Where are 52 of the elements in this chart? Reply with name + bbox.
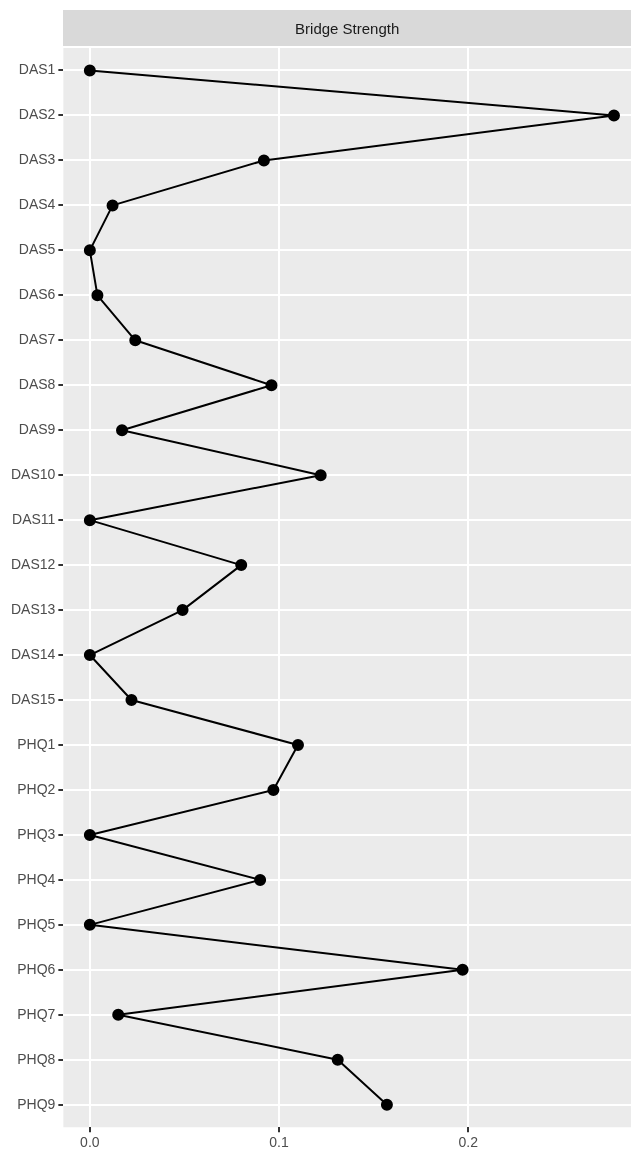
y-tick-label: DAS9 bbox=[18, 421, 56, 438]
y-tick-label: PHQ2 bbox=[17, 780, 56, 797]
y-tick-label: DAS5 bbox=[18, 241, 56, 258]
y-tick-label: DAS8 bbox=[18, 376, 56, 393]
point bbox=[83, 828, 96, 841]
point bbox=[116, 424, 129, 437]
y-tick-label: DAS3 bbox=[18, 151, 56, 168]
point bbox=[106, 199, 119, 212]
point bbox=[83, 244, 96, 257]
chart-title: Bridge Strength bbox=[63, 10, 631, 46]
point bbox=[125, 694, 138, 707]
point bbox=[265, 379, 278, 392]
x-tick-label: 0.2 bbox=[458, 1134, 479, 1151]
point bbox=[83, 649, 96, 662]
point bbox=[380, 1098, 393, 1111]
y-tick-label: DAS1 bbox=[18, 61, 56, 78]
y-tick-label: DAS10 bbox=[11, 466, 56, 483]
y-tick-label: DAS11 bbox=[12, 511, 56, 528]
y-tick-label: DAS13 bbox=[11, 600, 56, 617]
y-tick-label: PHQ6 bbox=[17, 960, 56, 977]
point bbox=[129, 334, 142, 347]
point bbox=[257, 154, 270, 167]
point bbox=[83, 514, 96, 527]
point bbox=[235, 559, 248, 572]
point bbox=[83, 64, 96, 77]
y-tick-label: PHQ4 bbox=[17, 870, 56, 887]
y-tick-label: PHQ7 bbox=[17, 1005, 56, 1022]
point bbox=[112, 1008, 125, 1021]
point bbox=[607, 109, 620, 122]
y-tick-label: DAS2 bbox=[18, 106, 56, 123]
x-tick-label: 0.0 bbox=[80, 1134, 100, 1151]
y-tick-label: DAS6 bbox=[18, 286, 56, 303]
x-tick-label: 0.1 bbox=[269, 1134, 289, 1151]
point bbox=[176, 604, 189, 617]
point bbox=[291, 738, 304, 751]
y-tick-label: PHQ3 bbox=[17, 825, 56, 842]
y-tick-label: PHQ8 bbox=[17, 1050, 56, 1067]
point bbox=[267, 783, 280, 796]
y-tick-label: DAS15 bbox=[11, 690, 56, 707]
y-tick-label: PHQ1 bbox=[17, 735, 56, 752]
y-tick-label: DAS14 bbox=[11, 645, 56, 662]
y-tick-label: PHQ5 bbox=[17, 915, 56, 932]
y-tick-label: PHQ9 bbox=[17, 1095, 56, 1112]
point bbox=[91, 289, 104, 302]
y-tick-label: DAS12 bbox=[11, 555, 56, 572]
point bbox=[83, 918, 96, 931]
point bbox=[331, 1053, 344, 1066]
point bbox=[456, 963, 469, 976]
y-tick-label: DAS4 bbox=[18, 196, 56, 213]
y-tick-label: DAS7 bbox=[18, 331, 56, 348]
point bbox=[254, 873, 267, 886]
point bbox=[314, 469, 327, 482]
